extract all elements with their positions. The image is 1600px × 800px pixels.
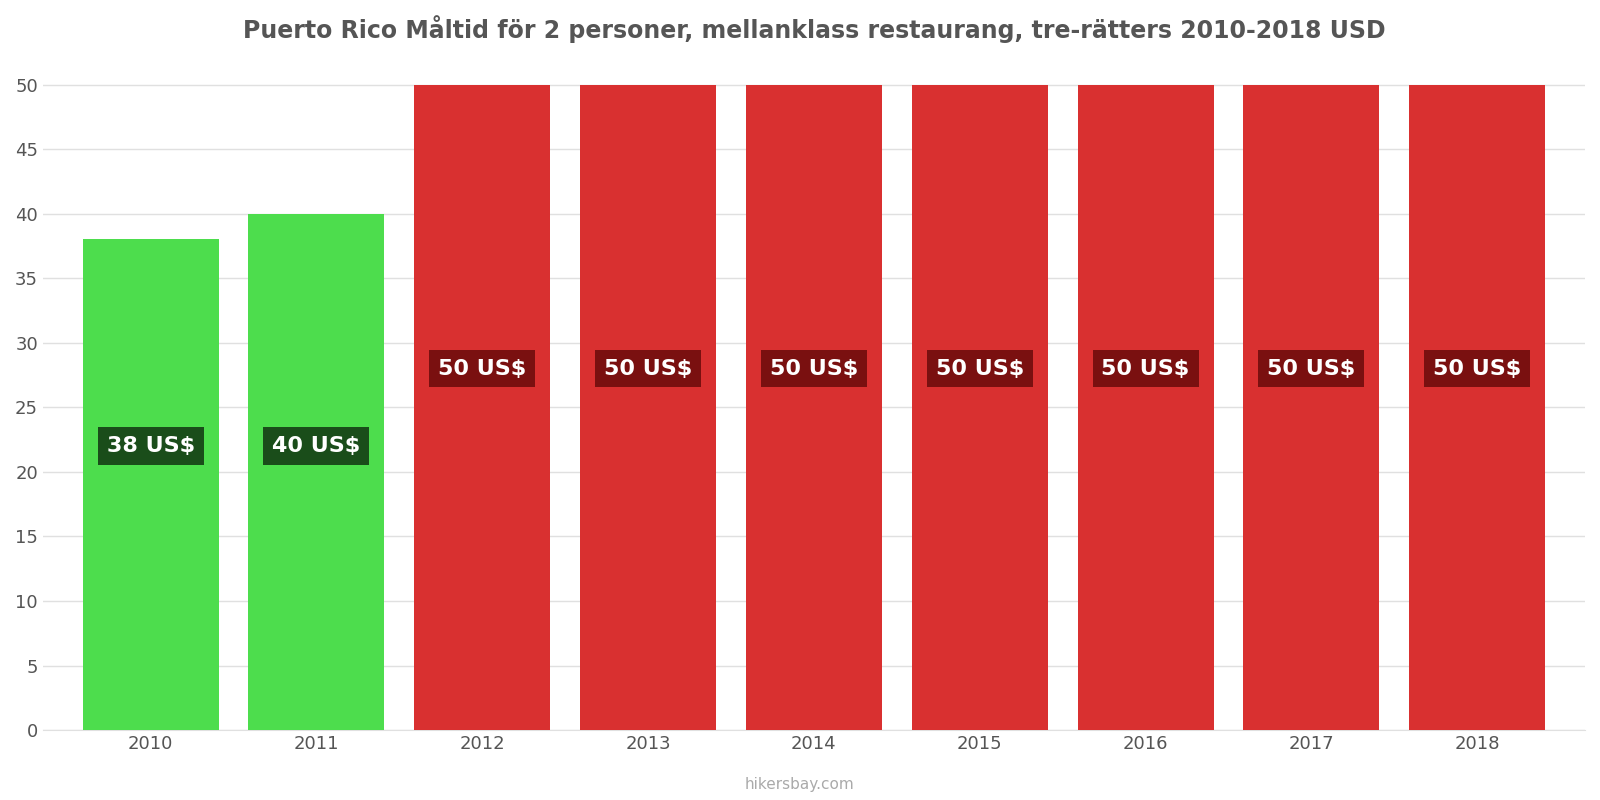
Bar <box>1243 85 1379 730</box>
Title: Puerto Rico Måltid för 2 personer, mellanklass restaurang, tre-rätters 2010-2018: Puerto Rico Måltid för 2 personer, mella… <box>243 15 1386 43</box>
Text: 50 US$: 50 US$ <box>603 358 693 378</box>
Bar <box>83 239 219 730</box>
Text: 38 US$: 38 US$ <box>107 436 195 456</box>
Text: 50 US$: 50 US$ <box>1101 358 1190 378</box>
Bar <box>1077 85 1213 730</box>
Text: 50 US$: 50 US$ <box>1434 358 1522 378</box>
Text: hikersbay.com: hikersbay.com <box>746 777 854 792</box>
Bar <box>414 85 550 730</box>
Text: 50 US$: 50 US$ <box>936 358 1024 378</box>
Bar <box>912 85 1048 730</box>
Text: 50 US$: 50 US$ <box>438 358 526 378</box>
Bar <box>746 85 882 730</box>
Text: 40 US$: 40 US$ <box>272 436 360 456</box>
Text: 50 US$: 50 US$ <box>770 358 858 378</box>
Bar <box>1410 85 1546 730</box>
Bar <box>248 214 384 730</box>
Text: 50 US$: 50 US$ <box>1267 358 1355 378</box>
Bar <box>581 85 717 730</box>
